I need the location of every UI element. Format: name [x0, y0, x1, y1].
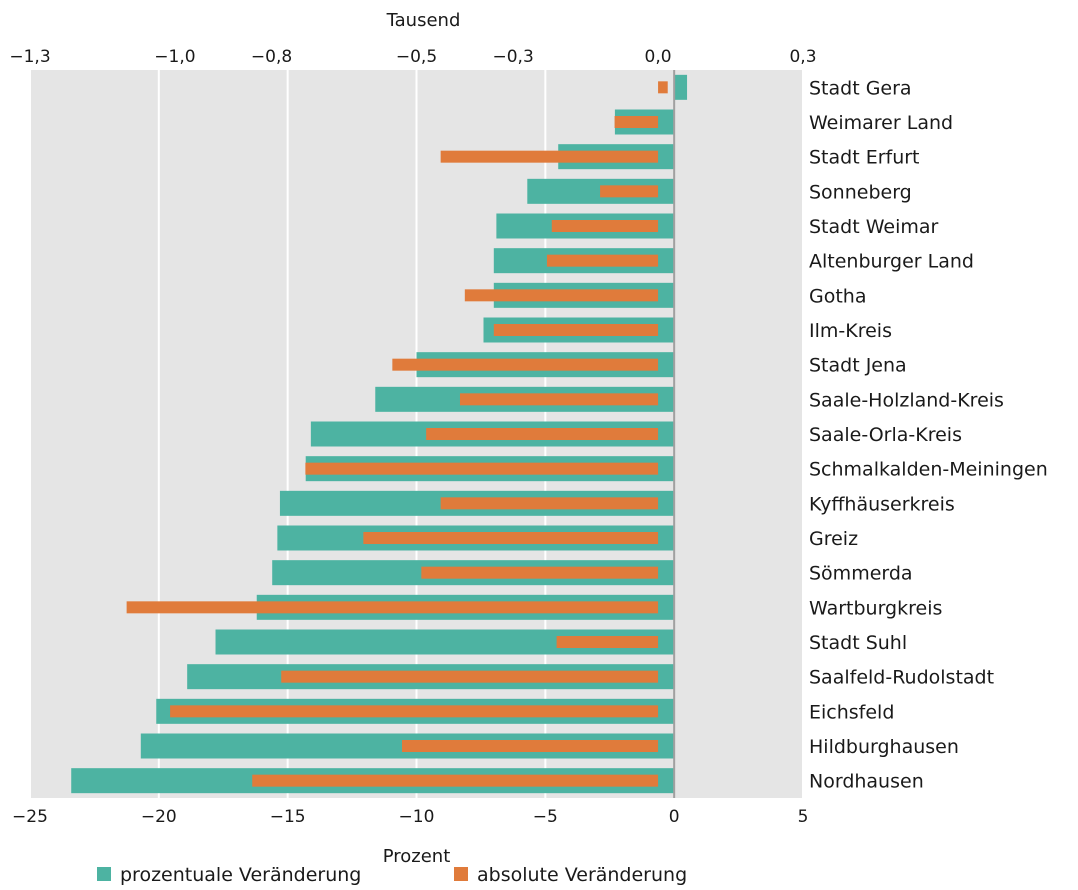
category-label: Saale-Orla-Kreis — [809, 424, 962, 446]
category-label: Stadt Gera — [809, 77, 912, 99]
top-tick-label: −0,3 — [492, 47, 533, 67]
category-label: Nordhausen — [809, 771, 924, 793]
top-tick-label: −0,8 — [251, 47, 292, 67]
category-label: Sömmerda — [809, 563, 913, 585]
top-tick-label: −0,5 — [396, 47, 437, 67]
bar-absolute — [440, 150, 659, 163]
bar-absolute — [464, 289, 659, 302]
bar-absolute — [363, 532, 659, 544]
bottom-tick-label: −25 — [12, 807, 48, 827]
category-label: Schmalkalden-Meiningen — [809, 459, 1048, 481]
category-label: Weimarer Land — [809, 112, 953, 134]
top-tick-label: −1,3 — [9, 47, 50, 67]
category-label: Hildburghausen — [809, 736, 959, 758]
category-label: Sonneberg — [809, 181, 912, 203]
category-label: Stadt Erfurt — [809, 147, 920, 169]
bar-absolute — [426, 428, 659, 440]
bottom-tick-label: 5 — [798, 807, 809, 827]
category-label: Stadt Weimar — [809, 216, 938, 238]
legend-label-percent: prozentuale Veränderung — [120, 864, 361, 886]
category-label: Saale-Holzland-Kreis — [809, 389, 1004, 411]
top-tick-label: −1,0 — [154, 47, 195, 67]
category-label: Kyffhäuserkreis — [809, 493, 955, 515]
bottom-tick-label: −20 — [141, 807, 177, 827]
category-label: Saalfeld-Rudolstadt — [809, 667, 994, 689]
legend-swatch-absolute — [454, 867, 468, 881]
bottom-axis-title: Prozent — [383, 846, 451, 867]
top-tick-label: 0,0 — [645, 47, 672, 67]
bottom-tick-label: −10 — [399, 807, 435, 827]
category-label: Stadt Suhl — [809, 632, 907, 654]
bottom-tick-label: 0 — [669, 807, 680, 827]
bar-absolute — [392, 358, 659, 371]
legend-swatch-percent — [97, 867, 111, 881]
bar-absolute — [459, 393, 659, 406]
bar-absolute — [658, 81, 668, 94]
legend-label-absolute: absolute Veränderung — [477, 864, 687, 886]
category-label: Greiz — [809, 528, 858, 550]
bar-absolute — [252, 774, 659, 787]
category-label: Eichsfeld — [809, 701, 894, 723]
bar-absolute — [305, 462, 659, 475]
bar-absolute — [281, 670, 659, 683]
category-label: Ilm-Kreis — [809, 320, 892, 342]
bar-absolute — [126, 601, 659, 614]
bar-absolute — [614, 116, 659, 128]
bar-absolute — [546, 254, 659, 267]
category-label: Gotha — [809, 285, 866, 307]
bar-absolute — [600, 185, 659, 198]
top-tick-label: 0,3 — [789, 47, 816, 67]
bar-absolute — [551, 220, 659, 232]
bar-absolute — [440, 497, 659, 510]
bottom-tick-label: −5 — [533, 807, 558, 827]
top-axis-title: Tausend — [386, 10, 461, 31]
bar-absolute — [421, 566, 659, 579]
bar-absolute — [402, 740, 659, 752]
category-label: Altenburger Land — [809, 251, 974, 273]
category-label: Wartburgkreis — [809, 597, 942, 619]
bar-absolute — [493, 324, 659, 336]
bottom-tick-label: −15 — [270, 807, 306, 827]
bar-absolute — [170, 705, 659, 718]
bar-absolute — [556, 636, 659, 648]
bar-percent — [674, 74, 688, 100]
category-label: Stadt Jena — [809, 355, 907, 377]
